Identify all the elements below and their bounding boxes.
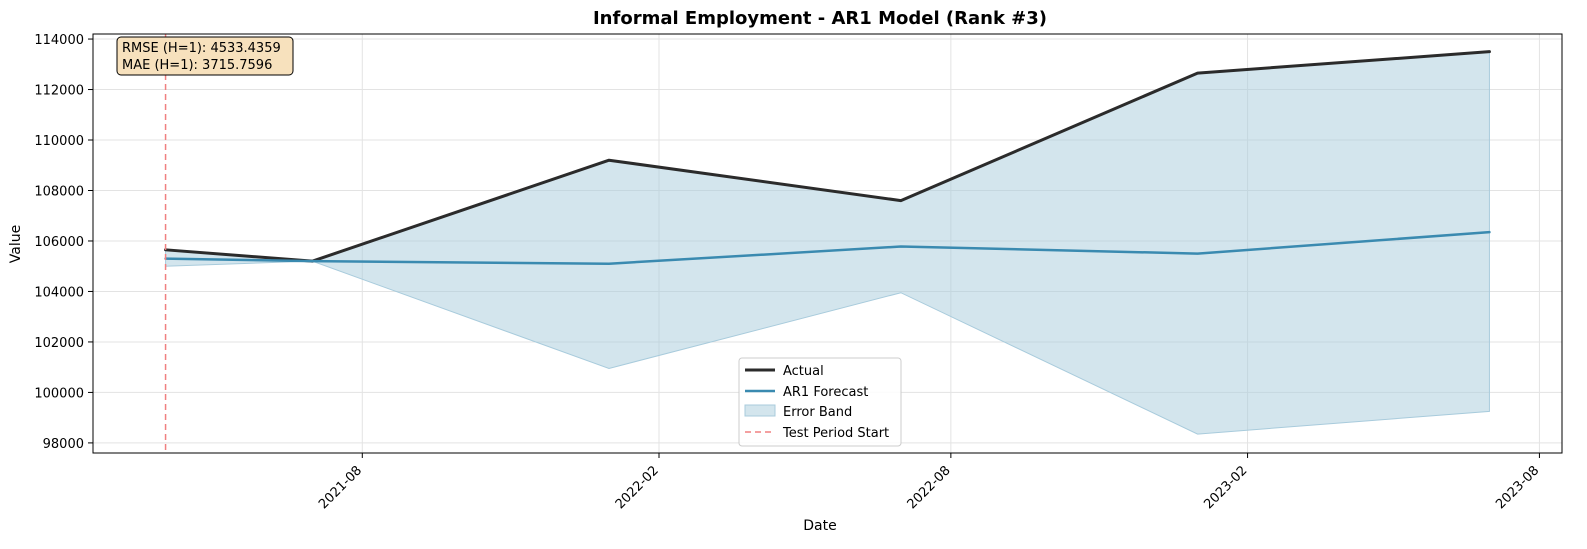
series-line-forecast (164, 230, 1491, 265)
x-tick-label: 2021-08 (316, 463, 365, 512)
y-tick-label: 114000 (34, 33, 84, 48)
metrics-box-background (116, 36, 294, 76)
x-tick-label: 2023-02 (1201, 463, 1250, 512)
y-tick-label: 110000 (34, 134, 84, 149)
legend-background (738, 357, 902, 447)
legend-label-error-band: Error Band (783, 405, 852, 420)
y-tick-label: 108000 (34, 184, 84, 199)
legend-label-actual: Actual (783, 364, 824, 379)
x-tick-label: 2022-02 (613, 463, 662, 512)
mae-text: MAE (H=1): 3715.7596 (122, 58, 272, 73)
metrics-box: RMSE (H=1): 4533.4359 MAE (H=1): 3715.75… (116, 36, 294, 76)
y-tick-label: 100000 (34, 386, 84, 401)
y-tick-label: 106000 (34, 235, 84, 250)
chart-title: Informal Employment - AR1 Model (Rank #3… (593, 8, 1047, 29)
legend-swatch-error-band (744, 404, 776, 417)
legend-label-forecast: AR1 Forecast (783, 385, 868, 400)
plot-frame (92, 33, 1563, 454)
y-tick-label: 98000 (43, 437, 84, 452)
legend: Actual AR1 Forecast Error Band Test Peri… (738, 357, 902, 447)
x-tick-label: 2022-08 (905, 463, 954, 512)
series-lines (164, 34, 1491, 453)
y-axis-label: Value (8, 225, 24, 263)
y-tick-label: 112000 (34, 84, 84, 99)
y-tick-label: 104000 (34, 285, 84, 300)
rmse-text: RMSE (H=1): 4533.4359 (122, 41, 281, 56)
y-tick-label: 102000 (34, 336, 84, 351)
legend-label-test-start: Test Period Start (782, 426, 889, 441)
x-tick-label: 2023-08 (1493, 463, 1542, 512)
x-axis-label: Date (803, 518, 836, 534)
series-line-actual (164, 50, 1491, 263)
